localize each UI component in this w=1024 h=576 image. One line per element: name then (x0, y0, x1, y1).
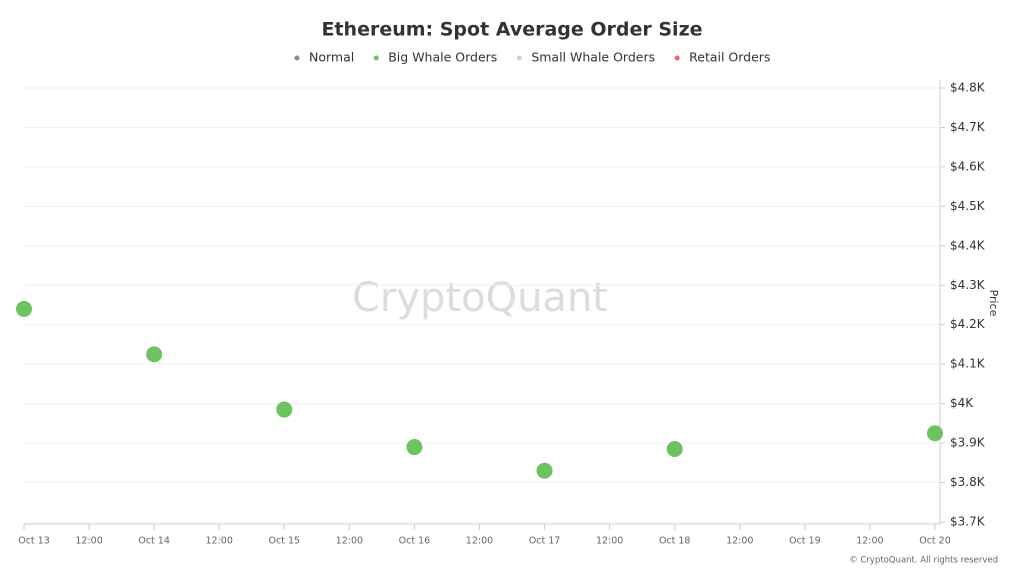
x-tick-label: 12:00 (75, 536, 102, 547)
legend-marker (674, 55, 680, 61)
x-tick-label: 12:00 (596, 536, 623, 547)
x-tick-label: 12:00 (726, 536, 753, 547)
y-tick-label: $3.8K (950, 475, 986, 489)
x-tick-label: Oct 17 (529, 536, 561, 547)
y-tick-label: $4.6K (950, 159, 986, 173)
x-tick-label: Oct 14 (138, 536, 170, 547)
y-tick-label: $4.7K (950, 120, 986, 134)
y-tick-label: $3.7K (950, 515, 986, 529)
x-tick-label: 12:00 (856, 536, 883, 547)
x-tick-label: Oct 16 (399, 536, 431, 547)
legend-marker (516, 55, 522, 61)
x-tick-label: Oct 13 (18, 536, 50, 547)
point (406, 439, 423, 456)
watermark: CryptoQuant (352, 275, 608, 321)
x-tick-label: 12:00 (466, 536, 493, 547)
legend-label: Small Whale Orders (531, 50, 655, 65)
legend-label: Big Whale Orders (388, 50, 497, 65)
chart-title: Ethereum: Spot Average Order Size (321, 19, 702, 41)
y-tick-label: $4.3K (950, 278, 986, 292)
y-tick-label: $4.4K (950, 238, 986, 252)
legend-label: Retail Orders (689, 50, 770, 65)
x-tick-label: Oct 20 (919, 536, 951, 547)
x-tick-label: Oct 19 (789, 536, 821, 547)
y-tick-label: $4.1K (950, 357, 986, 371)
y-tick-label: $4K (950, 396, 974, 410)
point (927, 425, 943, 442)
y-tick-label: $4.2K (950, 317, 986, 331)
point (666, 441, 683, 458)
y-tick-label: $4.8K (950, 81, 986, 95)
x-tick-label: 12:00 (336, 536, 363, 547)
x-tick-label: Oct 15 (269, 536, 301, 547)
x-tick-label: 12:00 (206, 536, 233, 547)
point (146, 346, 163, 363)
y-axis-label: Price (987, 290, 1000, 317)
legend-marker (294, 55, 300, 61)
point (16, 300, 32, 317)
point (536, 462, 553, 479)
legend-marker (373, 55, 379, 61)
footer: © CryptoQuant. All rights reserved (849, 556, 998, 566)
legend-label: Normal (309, 50, 354, 65)
y-tick-label: $3.9K (950, 436, 986, 450)
point (276, 401, 293, 418)
y-tick-label: $4.5K (950, 199, 986, 213)
x-tick-label: Oct 18 (659, 536, 691, 547)
